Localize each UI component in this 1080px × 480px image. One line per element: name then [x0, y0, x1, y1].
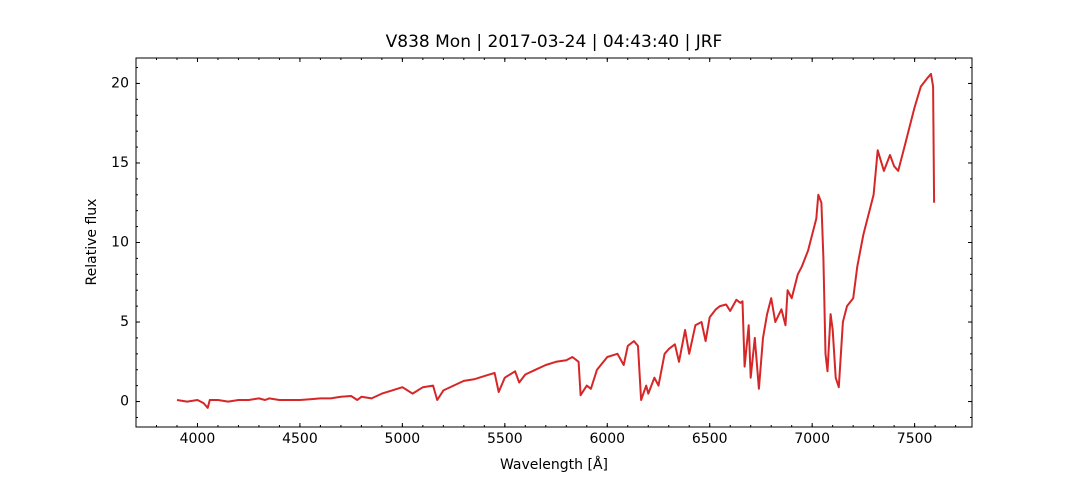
- y-axis-label: Relative flux: [84, 199, 100, 286]
- plot-frame: [135, 57, 973, 428]
- y-tick-label: 20: [111, 75, 129, 91]
- x-tick-label: 7500: [897, 431, 933, 447]
- x-tick-label: 6000: [589, 431, 625, 447]
- x-tick-label: 4000: [180, 431, 216, 447]
- y-tick-label: 10: [111, 235, 129, 251]
- x-tick-label: 7000: [794, 431, 830, 447]
- x-tick-label: 5000: [385, 431, 421, 447]
- x-axis-label: Wavelength [Å]: [500, 456, 608, 473]
- x-tick-label: 4500: [282, 431, 318, 447]
- chart-title: V838 Mon | 2017-03-24 | 04:43:40 | JRF: [386, 32, 723, 52]
- spectrum-line: [176, 72, 936, 409]
- y-tick-label: 15: [111, 155, 129, 171]
- y-tick-label: 5: [120, 314, 129, 330]
- x-tick-label: 5500: [487, 431, 523, 447]
- y-tick-label: 0: [120, 394, 129, 410]
- x-tick-label: 6500: [692, 431, 728, 447]
